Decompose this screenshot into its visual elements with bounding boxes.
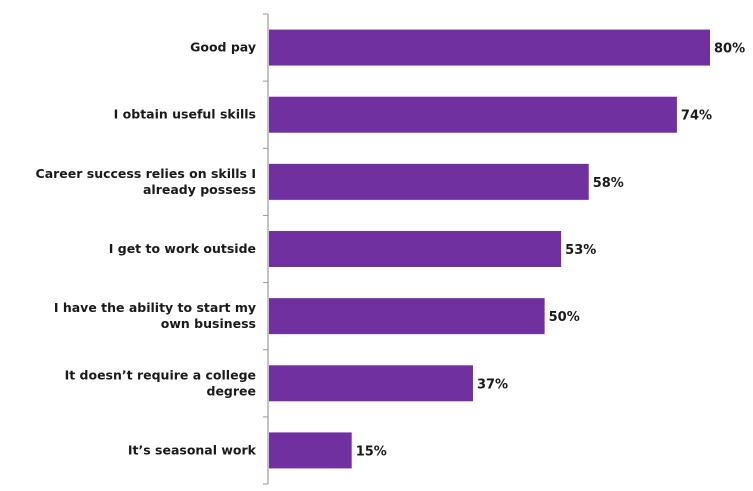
category-label-line: I have the ability to start my: [54, 300, 256, 315]
value-label: 74%: [681, 109, 712, 124]
value-label: 80%: [714, 42, 745, 57]
category-label-line: already possess: [143, 182, 256, 197]
category-label-line: It’s seasonal work: [128, 442, 257, 457]
category-label: Good pay: [190, 40, 256, 55]
category-label-line: Good pay: [190, 40, 256, 55]
value-label: 50%: [549, 310, 580, 325]
category-label: It’s seasonal work: [128, 442, 257, 457]
category-label: It doesn’t require a college degree: [65, 367, 256, 398]
category-axis-ticks: [263, 13, 268, 485]
category-label: I obtain useful skills: [114, 107, 256, 122]
value-label: 58%: [593, 176, 624, 191]
value-labels-group: 80% 74% 58% 53% 50% 37% 15%: [356, 42, 745, 460]
bar: [269, 231, 562, 267]
category-label: I have the ability to start my own busine…: [54, 300, 256, 331]
category-label-line: Career success relies on skills I: [36, 166, 256, 181]
category-label-line: I obtain useful skills: [114, 107, 256, 122]
category-label-line: It doesn’t require a college: [65, 367, 256, 382]
bars-group: [269, 29, 710, 469]
bar: [269, 298, 545, 335]
category-label: I get to work outside: [109, 241, 256, 256]
category-label-line: I get to work outside: [109, 241, 256, 256]
bar: [269, 365, 473, 402]
bar: [269, 432, 352, 469]
bar: [269, 163, 589, 200]
category-label-line: degree: [207, 383, 257, 398]
value-label: 15%: [356, 444, 387, 459]
value-label: 37%: [477, 377, 508, 392]
category-labels-group: Good pay I obtain useful skills Career suc…: [36, 40, 257, 458]
bar: [269, 96, 677, 133]
value-label: 53%: [565, 243, 596, 258]
bar: [269, 29, 710, 66]
category-label-line: own business: [161, 316, 256, 331]
